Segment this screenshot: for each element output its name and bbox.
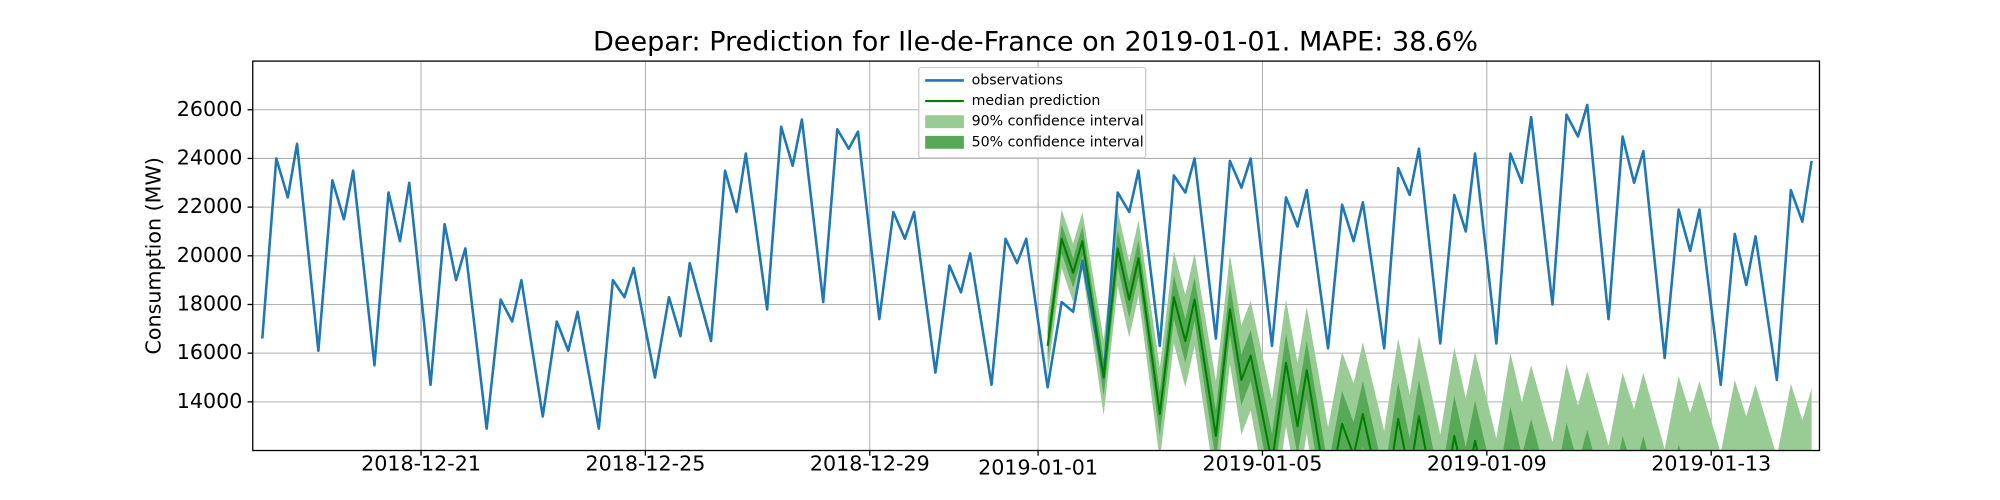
confidence-band [1047,209,1812,451]
x-tick-label: 2019-01-01 [978,456,1098,480]
legend: observations median prediction 90% confide… [918,66,1147,159]
x-tick-label: 2019-01-13 [1651,452,1771,476]
legend-label: observations [972,72,1063,88]
y-tick-label: 22000 [177,194,243,218]
y-axis-label: Consumption (MW) [142,157,166,354]
y-tick-label: 14000 [177,389,243,413]
y-tick-label: 18000 [177,291,243,315]
y-tick-label: 24000 [177,145,243,169]
legend-label: median prediction [972,93,1101,109]
y-tick-label: 20000 [177,243,243,267]
x-tick-label: 2019-01-05 [1203,452,1323,476]
series-line [260,103,1813,430]
y-tick-label: 16000 [177,340,243,364]
x-tick-label: 2018-12-29 [810,452,930,476]
legend-swatch [925,135,964,149]
series-line [1046,237,1512,451]
plot-area [260,103,1813,451]
legend-label: 50% confidence interval [972,134,1144,150]
x-tick-label: 2018-12-21 [361,452,481,476]
legend-box [918,66,1147,159]
confidence-band [1047,224,1700,451]
x-tick-label: 2019-01-09 [1427,452,1547,476]
legend-label: 90% confidence interval [972,114,1144,130]
chart-title: Deepar: Prediction for Ile-de-France on … [593,27,1478,58]
x-tick-label: 2018-12-25 [585,452,705,476]
legend-swatch [925,115,964,129]
y-tick-label: 26000 [177,97,243,121]
